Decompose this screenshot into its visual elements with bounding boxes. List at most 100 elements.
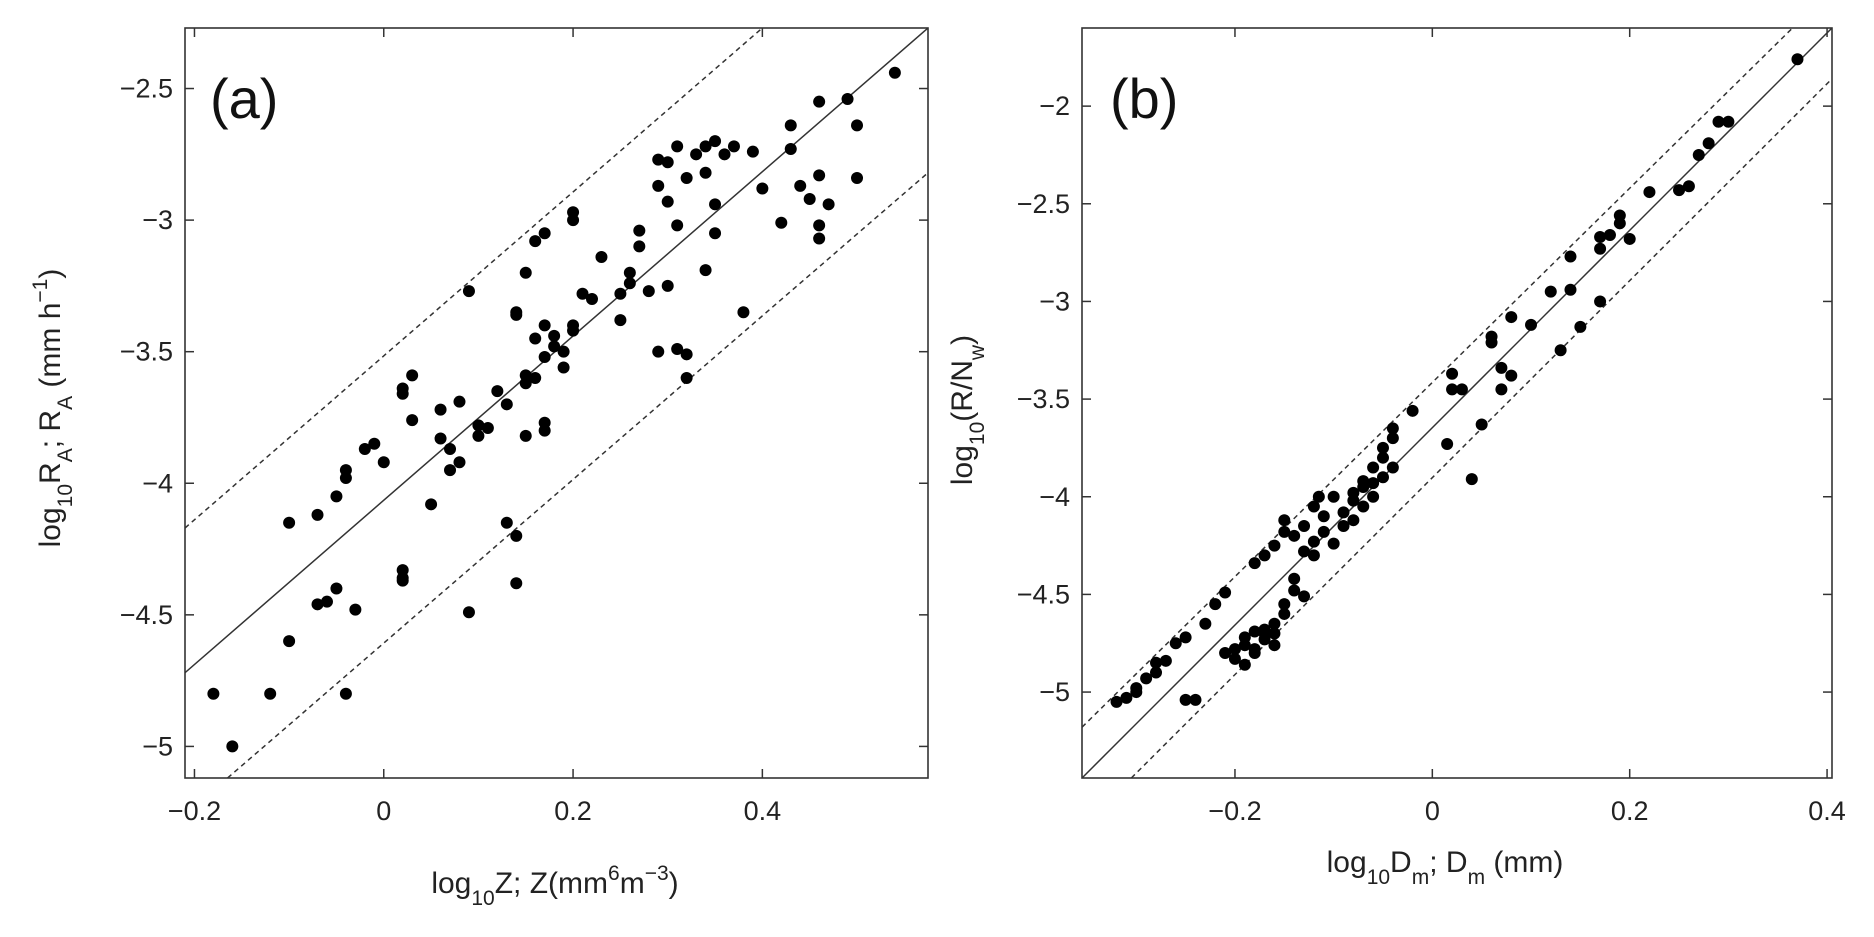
panel-b-point-13: [1209, 598, 1222, 611]
panel-a-point-36: [491, 385, 504, 398]
panel-b-point-3: [1130, 682, 1143, 695]
panel-b-point-15: [1219, 647, 1232, 659]
panel-a-point-28: [444, 464, 457, 477]
panel-b-point-59: [1367, 477, 1380, 490]
panel-a-point-37: [500, 398, 513, 411]
panel-a-point-32: [462, 285, 475, 298]
panel-a-point-21: [396, 574, 409, 587]
panel-b-y-tick-label-6: −2: [1039, 91, 1070, 121]
panel-a-point-105: [813, 95, 826, 108]
panel-b-point-86: [1594, 230, 1607, 243]
panel-b-point-9: [1179, 631, 1192, 644]
panel-b-point-87: [1594, 295, 1607, 308]
panel-a-point-23: [406, 414, 419, 427]
panel-a-point-26: [434, 432, 447, 445]
panel-b-point-42: [1298, 590, 1311, 603]
panel-a-point-63: [576, 287, 589, 300]
panel-a-point-75: [652, 179, 665, 192]
panel-a-point-96: [756, 182, 769, 195]
panel-b-point-49: [1327, 537, 1340, 550]
panel-b-point-27: [1268, 627, 1281, 640]
panel-a-x-axis-label: log10Z; Z(mm6m−3): [431, 862, 678, 910]
panel-b-point-32: [1248, 557, 1261, 570]
panel-a-point-95: [746, 145, 759, 158]
panel-a-y-tick-label-2: −4: [142, 468, 173, 498]
panel-a-point-91: [709, 135, 722, 148]
panel-b-point-8: [1169, 637, 1182, 650]
panel-b-point-60: [1367, 490, 1380, 503]
panel-b-point-101: [1312, 490, 1325, 503]
panel-b-point-43: [1307, 500, 1320, 513]
panel-a-y-tick-label-1: −4.5: [120, 600, 173, 630]
panel-b-point-98: [1722, 115, 1735, 128]
panel-b-point-53: [1347, 494, 1360, 507]
panel-a-point-73: [652, 345, 665, 358]
panel-a-point-56: [548, 329, 561, 342]
panel-b-point-69: [1446, 383, 1459, 396]
panel-b-x-tick-label-2: 0.2: [1611, 796, 1649, 826]
panel-b-point-96: [1702, 137, 1715, 150]
panel-a-point-93: [727, 140, 740, 153]
panel-b-label: (b): [1110, 67, 1178, 130]
panel-b-x-tick-label-3: 0.4: [1808, 796, 1846, 826]
panel-b-point-67: [1406, 404, 1419, 417]
panel-a-point-67: [614, 287, 627, 300]
panel-b-point-26: [1258, 623, 1271, 636]
panel-b-point-16: [1228, 643, 1241, 656]
panel-a-point-1: [226, 740, 239, 753]
panel-b-point-62: [1376, 441, 1389, 454]
panel-a-point-92: [718, 148, 731, 161]
panel-a-x-tick-label-0: −0.2: [168, 796, 221, 826]
panel-b-point-45: [1307, 549, 1320, 562]
panel-a-x-tick-label-3: 0.4: [744, 796, 782, 826]
panel-a-point-82: [680, 172, 693, 184]
panel-a-point-0: [207, 687, 220, 700]
panel-b-point-84: [1574, 320, 1587, 333]
panel-a-data-points: [207, 66, 901, 753]
panel-a-point-94: [737, 306, 750, 319]
panel-a-point-89: [709, 198, 722, 211]
panel-b-point-17: [1228, 652, 1241, 665]
panel-b: −0.2 0 0.2 0.4 −5 −4.5 −4 −3.5 −3 −2.5 −2 (b) log…: [946, 27, 1846, 889]
panel-a-point-57: [557, 345, 570, 358]
panel-b-point-41: [1298, 545, 1311, 558]
panel-b-point-40: [1298, 520, 1311, 533]
panel-a-point-65: [595, 250, 608, 263]
panel-b-x-tick-label-1: 0: [1425, 796, 1440, 826]
panel-a-point-90: [709, 227, 722, 240]
panel-b-y-tick-label-5: −2.5: [1017, 189, 1070, 219]
panel-a-point-14: [358, 443, 371, 456]
panel-a-point-77: [661, 195, 674, 208]
panel-a: −0.2 0 0.2 0.4 −5 −4.5 −4 −3.5 −3 −2.5 (a) log10…: [29, 27, 929, 910]
panel-b-point-50: [1337, 506, 1350, 519]
panel-a-point-35: [481, 422, 494, 434]
panel-b-point-61: [1376, 451, 1389, 464]
panel-a-point-85: [690, 148, 703, 161]
panel-b-point-47: [1317, 525, 1330, 538]
panel-b-point-7: [1159, 654, 1172, 667]
panel-b-point-21: [1248, 625, 1261, 638]
panel-a-point-60: [567, 319, 580, 332]
panel-b-point-57: [1357, 475, 1370, 488]
panel-a-point-74: [652, 153, 665, 166]
panel-b-dashed-bound-line-1: [1082, 28, 1794, 728]
panel-b-point-29: [1268, 617, 1281, 630]
panel-b-point-95: [1692, 148, 1705, 161]
panel-b-point-75: [1495, 361, 1508, 374]
panel-b-point-39: [1288, 584, 1301, 597]
panel-b-point-51: [1337, 520, 1350, 533]
panel-b-point-88: [1603, 229, 1616, 242]
panel-b-y-ticks: −5 −4.5 −4 −3.5 −3 −2.5 −2: [1017, 91, 1832, 707]
panel-a-label: (a): [210, 67, 278, 130]
panel-a-point-4: [283, 516, 296, 529]
panel-b-point-10: [1189, 693, 1202, 706]
panel-b-point-92: [1643, 186, 1656, 199]
panel-a-point-25: [434, 403, 447, 416]
panel-a-point-50: [538, 319, 551, 332]
panel-a-point-72: [642, 285, 655, 298]
panel-a-point-49: [529, 372, 542, 384]
panel-a-point-47: [529, 332, 542, 345]
panel-a-point-103: [813, 219, 826, 232]
panel-b-point-25: [1258, 633, 1271, 646]
panel-a-point-104: [813, 232, 826, 245]
